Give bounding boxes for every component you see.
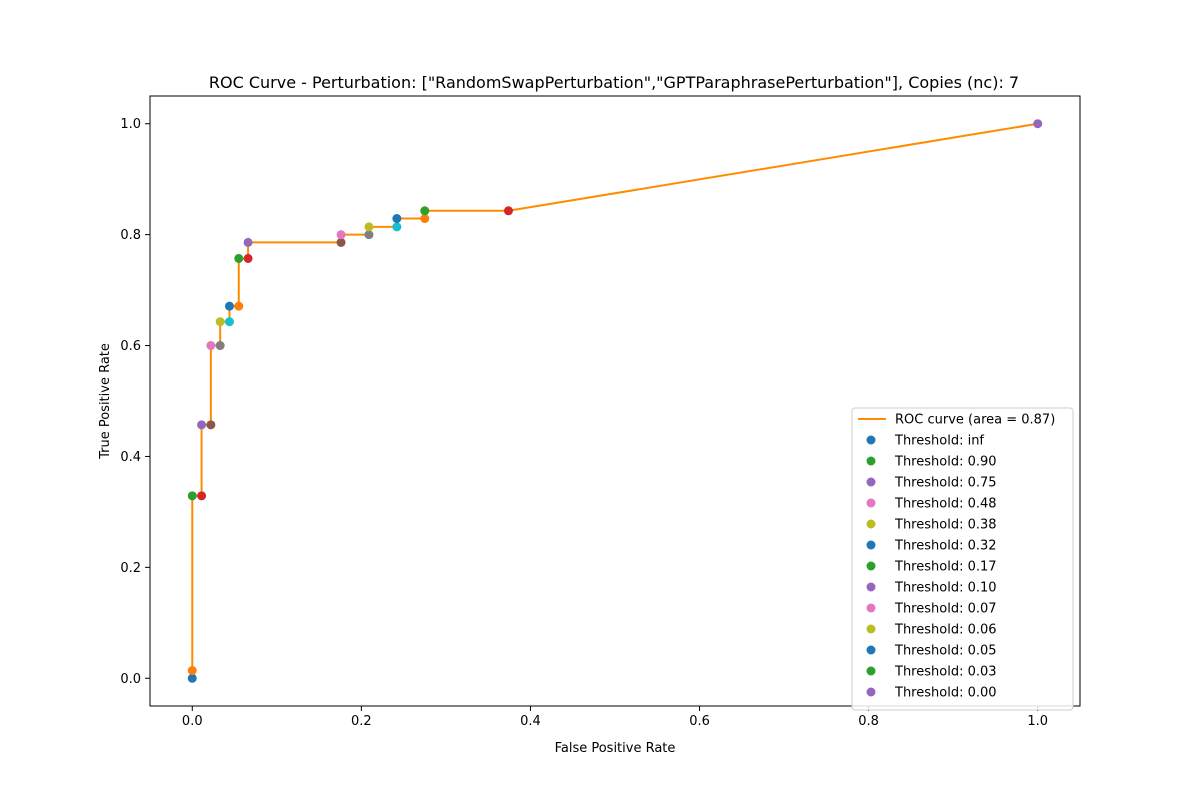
threshold-point <box>187 673 197 683</box>
legend-label: Threshold: inf <box>894 434 984 449</box>
threshold-point <box>234 301 244 311</box>
y-tick-label: 1.0 <box>120 117 141 132</box>
legend-label: Threshold: 0.90 <box>894 455 997 470</box>
legend-marker-swatch <box>866 603 876 613</box>
legend-label: Threshold: 0.75 <box>894 476 997 491</box>
threshold-point <box>392 222 402 232</box>
legend-label: Threshold: 0.00 <box>894 686 997 701</box>
threshold-point <box>364 230 374 240</box>
threshold-point <box>503 206 513 216</box>
x-tick-label: 0.8 <box>858 714 879 729</box>
legend: ROC curve (area = 0.87) Threshold: inf Thr… <box>851 407 1074 711</box>
threshold-point <box>215 341 225 351</box>
threshold-point <box>420 206 430 216</box>
x-tick-label: 1.0 <box>1027 714 1048 729</box>
legend-marker-swatch <box>866 582 876 592</box>
legend-marker-swatch <box>866 687 876 697</box>
threshold-point <box>243 237 253 247</box>
legend-box <box>851 407 1074 711</box>
legend-label: ROC curve (area = 0.87) <box>895 413 1055 428</box>
legend-marker-swatch <box>866 666 876 676</box>
y-tick-label: 0.4 <box>120 450 141 465</box>
legend-label: Threshold: 0.48 <box>894 497 997 512</box>
legend-label: Threshold: 0.10 <box>894 581 997 596</box>
y-tick-label: 0.2 <box>120 561 141 576</box>
threshold-point <box>187 666 197 676</box>
threshold-point <box>206 420 216 430</box>
legend-marker-swatch <box>866 498 876 508</box>
threshold-point <box>197 420 207 430</box>
threshold-point <box>224 301 234 311</box>
y-axis: 0.0 0.2 0.4 0.6 0.8 1.0 <box>120 117 150 687</box>
legend-marker-swatch <box>866 561 876 571</box>
x-tick-label: 0.4 <box>520 714 541 729</box>
threshold-point <box>392 214 402 224</box>
y-tick-label: 0.0 <box>120 672 141 687</box>
threshold-point <box>224 317 234 327</box>
threshold-point <box>243 253 253 263</box>
threshold-point <box>336 237 346 247</box>
legend-marker-swatch <box>866 624 876 634</box>
legend-label: Threshold: 0.17 <box>894 560 997 575</box>
axes-frame <box>149 95 1081 707</box>
legend-marker-swatch <box>866 540 876 550</box>
legend-marker-swatch <box>866 456 876 466</box>
threshold-point <box>187 491 197 501</box>
x-axis-label: False Positive Rate <box>555 741 676 756</box>
threshold-point <box>336 230 346 240</box>
legend-marker-swatch <box>866 435 876 445</box>
y-axis-label: True Positive Rate <box>98 343 113 460</box>
threshold-point <box>420 214 430 224</box>
legend-label: Threshold: 0.07 <box>894 602 997 617</box>
threshold-point <box>234 253 244 263</box>
legend-marker-swatch <box>866 645 876 655</box>
legend-marker-swatch <box>866 519 876 529</box>
x-axis: 0.0 0.2 0.4 0.6 0.8 1.0 <box>182 706 1048 729</box>
legend-marker-swatch <box>866 477 876 487</box>
legend-label: Threshold: 0.38 <box>894 518 997 533</box>
y-tick-label: 0.6 <box>120 339 141 354</box>
chart-title: ROC Curve - Perturbation: ["RandomSwapPe… <box>209 73 1019 92</box>
legend-label: Threshold: 0.03 <box>894 665 997 680</box>
x-tick-label: 0.2 <box>351 714 372 729</box>
threshold-point <box>206 341 216 351</box>
threshold-point <box>1033 119 1043 129</box>
legend-label: Threshold: 0.32 <box>894 539 997 554</box>
legend-label: Threshold: 0.06 <box>894 623 997 638</box>
legend-label: Threshold: 0.05 <box>894 644 997 659</box>
threshold-point <box>364 222 374 232</box>
x-tick-label: 0.0 <box>182 714 203 729</box>
plot-area <box>187 119 1043 683</box>
y-tick-label: 0.8 <box>120 228 141 243</box>
threshold-point <box>215 317 225 327</box>
x-tick-label: 0.6 <box>689 714 710 729</box>
threshold-point <box>197 491 207 501</box>
